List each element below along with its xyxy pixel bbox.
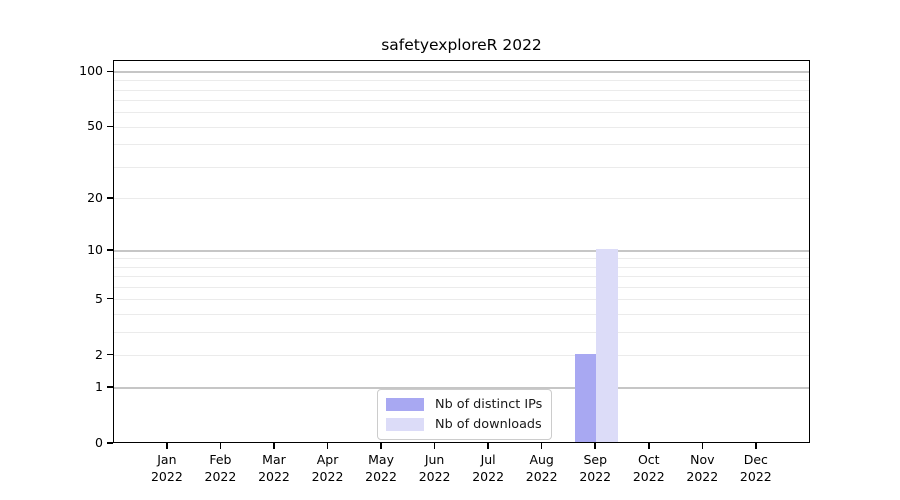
y-axis-tick	[107, 249, 113, 251]
gridline-major	[114, 71, 809, 74]
x-axis-tick	[219, 443, 222, 449]
y-tick-label: 10	[87, 241, 103, 257]
x-tick-year: 2022	[739, 469, 772, 484]
gridline-minor	[114, 126, 809, 128]
x-tick-label: Feb 2022	[188, 451, 252, 485]
x-tick-month: Aug	[529, 452, 554, 467]
legend: Nb of distinct IPs Nb of downloads	[377, 389, 553, 440]
x-tick-year: 2022	[311, 469, 344, 484]
x-tick-month: Dec	[743, 452, 768, 467]
x-axis-tick	[326, 443, 329, 449]
x-axis-tick	[273, 443, 275, 449]
x-axis-tick	[594, 443, 596, 449]
x-tick-month: Nov	[690, 452, 715, 467]
x-tick-label: Aug 2022	[510, 451, 574, 485]
y-tick-label: 50	[87, 118, 103, 134]
x-tick-month: Jul	[480, 452, 496, 467]
x-tick-month: Mar	[262, 452, 286, 467]
gridline-minor	[114, 144, 809, 146]
y-tick-label: 5	[95, 290, 103, 306]
y-axis-tick	[107, 70, 113, 73]
plot-area	[113, 60, 810, 443]
x-tick-month: Oct	[637, 452, 660, 467]
x-tick-year: 2022	[204, 469, 237, 484]
x-tick-label: Nov 2022	[670, 451, 734, 485]
x-tick-label: May 2022	[349, 451, 413, 485]
y-axis-tick	[107, 386, 113, 388]
gridline-minor	[114, 89, 809, 91]
x-axis-tick	[487, 443, 489, 449]
x-axis-tick	[755, 443, 757, 449]
legend-swatch-icon	[386, 418, 424, 431]
y-axis-tick	[107, 353, 113, 356]
x-tick-label: Oct 2022	[617, 451, 681, 485]
gridline-minor	[114, 331, 809, 333]
gridline-minor	[114, 100, 809, 102]
x-tick-year: 2022	[258, 469, 290, 484]
x-axis-tick	[433, 443, 436, 449]
x-tick-month: Jan	[157, 452, 177, 467]
x-tick-label: Jan 2022	[135, 451, 199, 485]
x-tick-label: Dec 2022	[724, 451, 788, 485]
y-tick-label: 1	[95, 379, 103, 395]
legend-label: Nb of downloads	[435, 417, 542, 432]
x-tick-label: Apr 2022	[296, 451, 360, 485]
x-tick-label: Sep 2022	[563, 451, 627, 485]
chart-title: safetyexploreR 2022	[381, 36, 542, 54]
x-tick-month: May	[368, 452, 394, 467]
gridline-minor	[114, 313, 809, 315]
y-axis-tick	[107, 442, 113, 444]
x-tick-month: Feb	[209, 452, 232, 467]
y-axis-tick	[107, 297, 113, 300]
x-axis-tick	[380, 443, 382, 449]
gridline-minor	[114, 286, 809, 288]
bar-nb-of-distinct-ips	[574, 353, 597, 442]
x-tick-label: Jul 2022	[456, 451, 520, 485]
x-tick-year: 2022	[525, 469, 558, 484]
legend-item: Nb of downloads	[386, 416, 542, 433]
x-tick-year: 2022	[418, 469, 451, 484]
x-axis-tick	[166, 443, 168, 449]
x-tick-year: 2022	[365, 469, 397, 484]
x-tick-year: 2022	[579, 469, 612, 484]
legend-label: Nb of distinct IPs	[435, 397, 543, 412]
x-tick-year: 2022	[472, 469, 505, 484]
x-tick-label: Jun 2022	[403, 451, 467, 485]
y-tick-label: 20	[87, 189, 103, 205]
x-tick-year: 2022	[632, 469, 665, 484]
x-tick-year: 2022	[150, 469, 183, 484]
x-tick-label: Mar 2022	[242, 451, 306, 485]
x-axis-tick	[648, 443, 650, 449]
y-axis-tick	[107, 197, 113, 199]
gridline-major	[114, 249, 809, 252]
gridline-minor	[114, 112, 809, 114]
gridline-minor	[114, 276, 809, 278]
y-axis-tick	[107, 125, 113, 128]
bar-nb-of-downloads	[596, 248, 618, 442]
x-tick-year: 2022	[686, 469, 719, 484]
gridline-minor	[114, 266, 809, 268]
gridline-minor	[114, 166, 809, 168]
gridline-minor	[114, 258, 809, 260]
legend-item: Nb of distinct IPs	[386, 396, 542, 413]
gridline-minor	[114, 80, 809, 82]
x-axis-tick	[701, 443, 704, 449]
y-tick-label: 100	[79, 63, 103, 79]
x-tick-month: Jun	[424, 452, 445, 467]
legend-swatch-icon	[386, 398, 424, 411]
x-tick-month: Sep	[583, 452, 607, 467]
y-tick-label: 2	[95, 346, 103, 362]
x-axis-tick	[540, 443, 543, 449]
x-tick-month: Apr	[316, 452, 339, 467]
gridline-minor	[114, 299, 809, 301]
y-tick-label: 0	[95, 435, 103, 450]
gridline-minor	[114, 355, 809, 357]
gridline-minor	[114, 198, 809, 200]
